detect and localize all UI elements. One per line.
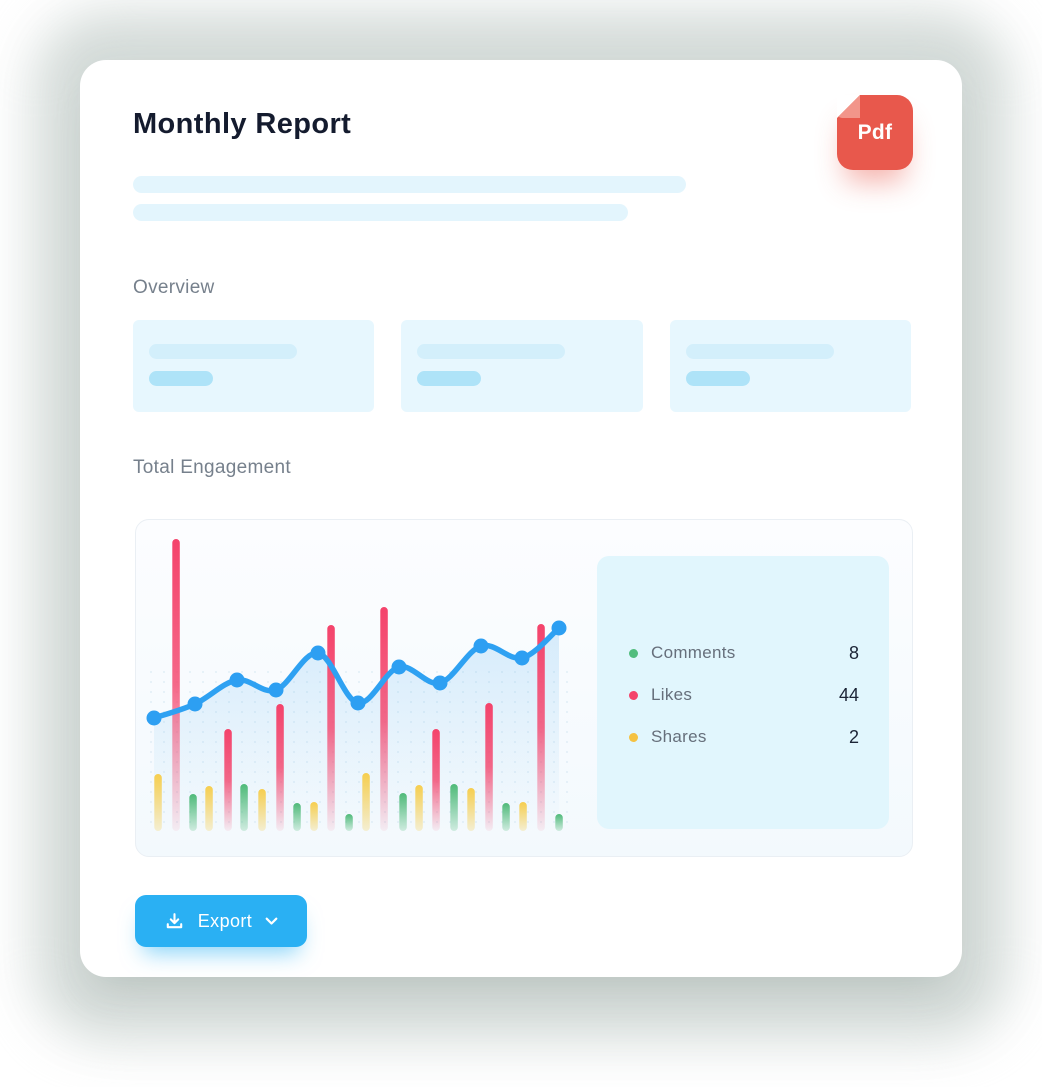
engagement-chart [136,520,912,856]
legend-row-likes: Likes 44 [629,682,859,708]
shares-dot-icon [629,732,638,742]
export-button[interactable]: Export [135,895,307,947]
overview-card-3-skeleton-value [685,371,750,386]
overview-card-1-skeleton-title [149,344,297,359]
overview-card-3-skeleton-title [685,344,834,359]
overview-section-label: Overview [133,277,215,298]
subtitle-skeleton-line-1 [133,176,686,193]
legend-label-likes: Likes [651,685,693,704]
chart-legend: Comments 8 Likes 44 Shares 2 [597,556,889,829]
overview-card-2-skeleton-title [417,344,566,359]
comments-dot-icon [629,648,638,658]
overview-card-1-skeleton-value [149,371,213,386]
pdf-badge-label: Pdf [857,120,893,144]
legend-value-comments: 8 [848,642,859,663]
download-icon [166,912,183,928]
overview-card-2-skeleton-value [417,371,482,386]
report-card: Monthly Report Pdf Overview Total Engage… [80,60,962,977]
overview-cards-row [133,320,911,412]
legend-row-shares: Shares 2 [629,724,859,750]
legend-label-comments: Comments [651,643,736,662]
legend-label-shares: Shares [651,727,707,746]
overview-card-2 [401,320,643,412]
overview-card-1 [133,320,375,412]
export-button-label: Export [197,910,253,931]
pdf-badge[interactable]: Pdf [837,95,913,170]
legend-row-comments: Comments 8 [629,640,859,666]
subtitle-skeleton-line-2 [133,204,628,221]
legend-value-shares: 2 [848,726,859,747]
overview-card-3 [669,320,911,412]
page-title: Monthly Report [133,108,352,140]
engagement-section-label: Total Engagement [133,457,291,478]
chevron-down-icon [265,917,278,925]
likes-dot-icon [629,690,638,700]
engagement-chart-panel: Comments 8 Likes 44 Shares 2 [135,519,913,857]
legend-value-likes: 44 [838,684,859,705]
